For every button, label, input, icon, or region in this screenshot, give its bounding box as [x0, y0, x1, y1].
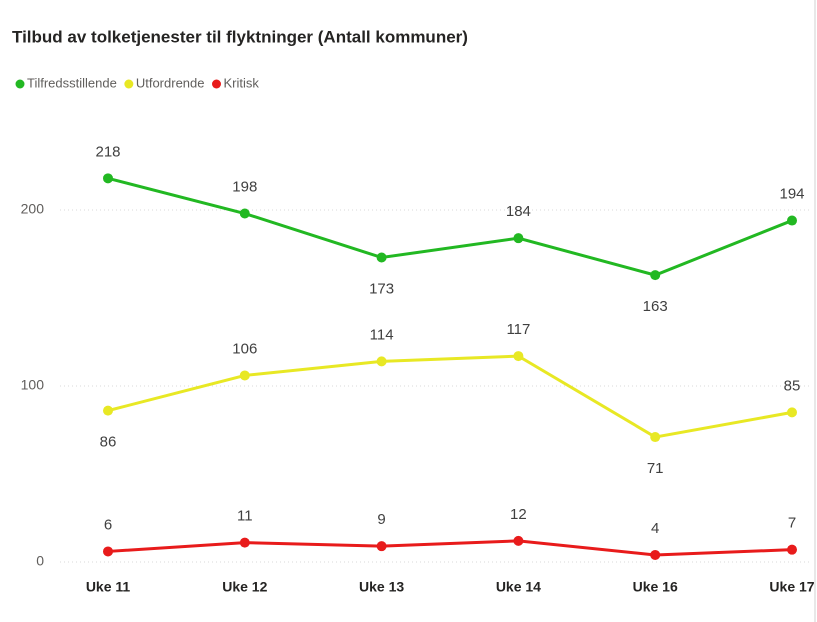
- data-label: 114: [370, 326, 394, 343]
- data-point: [239, 208, 250, 219]
- data-point: [103, 405, 113, 416]
- x-tick-label: Uke 14: [496, 579, 541, 595]
- data-point: [650, 432, 661, 443]
- legend-marker: [212, 79, 221, 89]
- data-point: [103, 546, 113, 557]
- data-label: 86: [100, 434, 117, 451]
- data-label: 218: [95, 143, 120, 160]
- data-label: 12: [510, 506, 527, 523]
- data-label: 173: [369, 280, 394, 297]
- x-tick-label: Uke 13: [359, 579, 404, 595]
- legend-label: Utfordrende: [136, 75, 205, 90]
- data-label: 4: [651, 520, 659, 537]
- data-label: 85: [784, 377, 801, 394]
- x-tick-label: Uke 11: [86, 579, 131, 595]
- legend-label: Tilfredsstillende: [27, 75, 117, 90]
- series-line: [107, 176, 793, 277]
- legend-marker: [15, 79, 25, 89]
- data-point: [650, 270, 661, 281]
- y-tick-label: 100: [21, 377, 45, 393]
- data-point: [376, 356, 387, 367]
- data-point: [650, 549, 661, 560]
- legend-marker: [124, 79, 134, 89]
- data-point: [239, 370, 250, 381]
- data-point: [787, 544, 797, 555]
- y-tick-label: 0: [36, 553, 44, 569]
- x-tick-label: Uke 12: [222, 579, 267, 595]
- data-point: [376, 541, 387, 552]
- legend-label: Kritisk: [224, 75, 260, 90]
- data-label: 7: [788, 515, 796, 532]
- data-label: 9: [377, 511, 385, 528]
- data-point: [513, 535, 524, 546]
- data-point: [787, 407, 797, 418]
- data-point: [787, 215, 797, 226]
- x-tick-label: Uke 17: [769, 579, 814, 595]
- data-point: [103, 173, 113, 184]
- data-point: [513, 233, 524, 244]
- data-point: [239, 537, 250, 548]
- data-label: 163: [643, 298, 668, 315]
- series-line: [107, 539, 793, 557]
- data-label: 194: [779, 186, 804, 203]
- data-label: 106: [232, 340, 257, 357]
- y-tick-label: 200: [21, 201, 45, 217]
- data-label: 117: [506, 321, 530, 338]
- data-label: 71: [647, 460, 664, 477]
- data-point: [513, 351, 524, 362]
- chart-title: Tilbud av tolketjenester til flyktninger…: [12, 27, 468, 46]
- data-point: [376, 252, 387, 263]
- data-label: 11: [237, 508, 253, 525]
- series-line: [107, 354, 793, 439]
- data-label: 6: [104, 516, 112, 533]
- data-label: 184: [506, 203, 531, 220]
- x-tick-label: Uke 16: [633, 579, 678, 595]
- data-label: 198: [232, 178, 257, 195]
